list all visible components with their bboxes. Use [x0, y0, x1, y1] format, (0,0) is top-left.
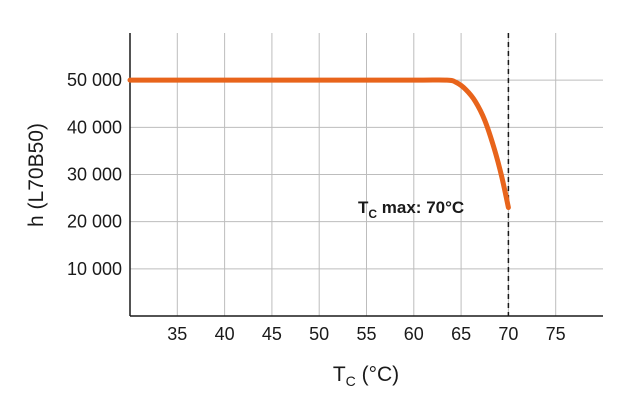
y-axis-label: h (L70B50) — [25, 123, 48, 227]
x-tick-label: 65 — [451, 324, 471, 344]
y-tick-labels: 10 000 20 000 30 000 40 000 50 000 — [67, 70, 122, 279]
y-tick-label: 50 000 — [67, 70, 122, 90]
x-tick-label: 55 — [356, 324, 376, 344]
y-tick-label: 10 000 — [67, 259, 122, 279]
y-tick-label: 20 000 — [67, 212, 122, 232]
lifetime-curve — [127, 77, 511, 211]
series-layer — [127, 77, 511, 211]
x-axis-label-subscript: C — [346, 373, 356, 389]
y-tick-label: 30 000 — [67, 165, 122, 185]
x-tick-label: 60 — [404, 324, 424, 344]
tc-max-annotation: TC max: 70°C — [358, 198, 464, 221]
x-tick-labels: 35 40 45 50 55 60 65 70 75 — [167, 324, 565, 344]
x-tick-label: 50 — [309, 324, 329, 344]
y-tick-label: 40 000 — [67, 117, 122, 137]
x-tick-label: 40 — [215, 324, 235, 344]
x-tick-label: 35 — [167, 324, 187, 344]
annotation-subscript: C — [368, 207, 377, 221]
grid — [130, 33, 603, 316]
x-tick-label: 75 — [546, 324, 566, 344]
x-axis-label: TC (°C) — [333, 363, 399, 389]
x-tick-label: 45 — [262, 324, 282, 344]
x-tick-label: 70 — [498, 324, 518, 344]
